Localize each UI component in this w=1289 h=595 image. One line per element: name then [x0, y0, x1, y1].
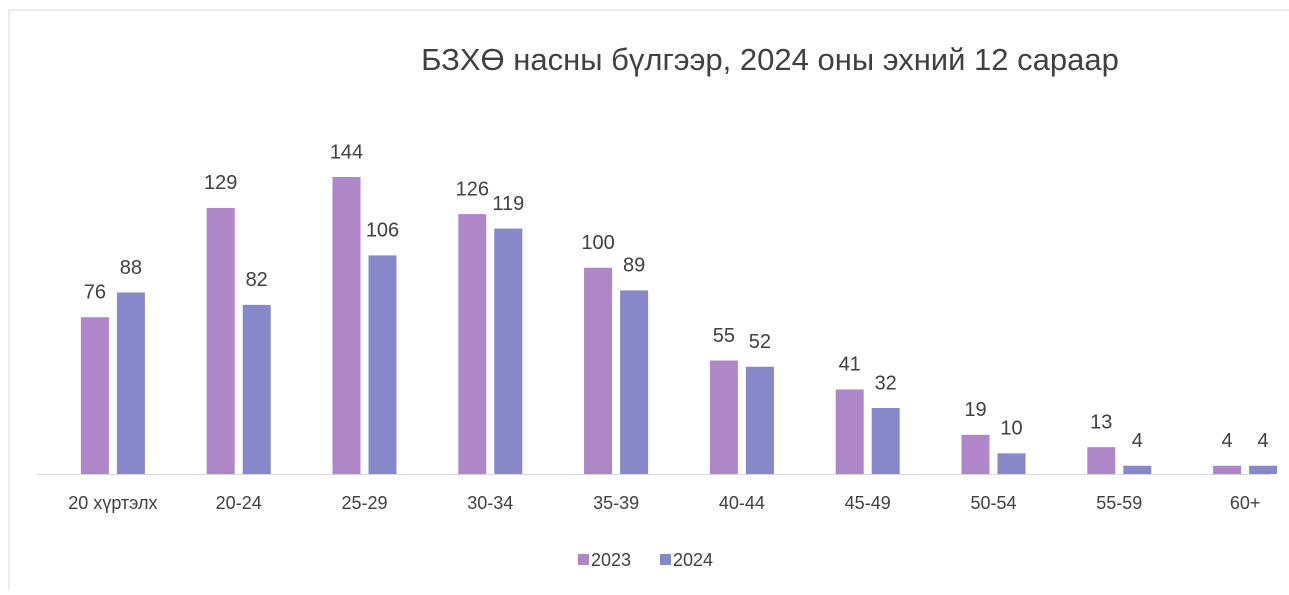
x-tick-label: 40-44	[719, 493, 765, 513]
data-label: 119	[492, 193, 524, 215]
data-label: 4	[1258, 430, 1269, 452]
data-label: 126	[456, 178, 489, 200]
bar	[745, 366, 774, 474]
data-label: 129	[204, 172, 237, 194]
x-tick-label: 20-24	[216, 493, 262, 513]
bar	[458, 214, 487, 474]
data-label: 100	[581, 232, 614, 254]
x-tick-label: 45-49	[845, 493, 891, 513]
data-label: 76	[84, 282, 106, 304]
bar	[584, 267, 613, 474]
chart-title: БЗХӨ насны бүлгээр, 2024 оны эхний 12 са…	[421, 42, 1119, 77]
x-tick-label: 35-39	[593, 493, 639, 513]
x-tick-label: 25-29	[341, 493, 387, 513]
bar	[494, 228, 523, 474]
bar	[620, 290, 649, 474]
bar	[835, 389, 864, 474]
x-tick-label: 30-34	[467, 493, 513, 513]
legend-label: 2024	[673, 550, 713, 570]
bar	[709, 360, 738, 474]
data-label: 32	[875, 372, 897, 394]
x-tick-label: 60+	[1230, 493, 1261, 513]
bar	[332, 177, 361, 474]
data-label: 41	[839, 354, 861, 376]
bar	[997, 453, 1026, 474]
bar	[80, 317, 109, 474]
legend-label: 2023	[591, 550, 631, 570]
data-label: 88	[120, 257, 142, 279]
bar	[1123, 465, 1152, 474]
data-label: 13	[1090, 411, 1112, 433]
data-label: 10	[1000, 418, 1022, 440]
x-tick-label: 50-54	[970, 493, 1016, 513]
data-label: 4	[1222, 430, 1233, 452]
data-label: 106	[366, 220, 399, 242]
x-tick-label: 55-59	[1096, 493, 1142, 513]
legend-swatch	[660, 554, 671, 565]
data-label: 144	[330, 141, 363, 163]
bar	[1087, 447, 1116, 474]
data-label: 89	[623, 255, 645, 277]
bar	[871, 408, 900, 474]
bar	[206, 207, 235, 474]
bar	[242, 304, 271, 474]
data-label: 82	[246, 269, 268, 291]
bar	[961, 434, 990, 474]
bar	[1213, 465, 1242, 474]
x-tick-label: 20 хүртэлх	[68, 493, 157, 513]
data-label: 19	[964, 399, 986, 421]
bar	[116, 292, 145, 474]
bar	[1249, 465, 1278, 474]
data-label: 4	[1132, 430, 1143, 452]
bar	[368, 255, 397, 474]
data-label: 55	[713, 325, 735, 347]
data-label: 52	[749, 331, 771, 353]
legend-swatch	[578, 554, 589, 565]
